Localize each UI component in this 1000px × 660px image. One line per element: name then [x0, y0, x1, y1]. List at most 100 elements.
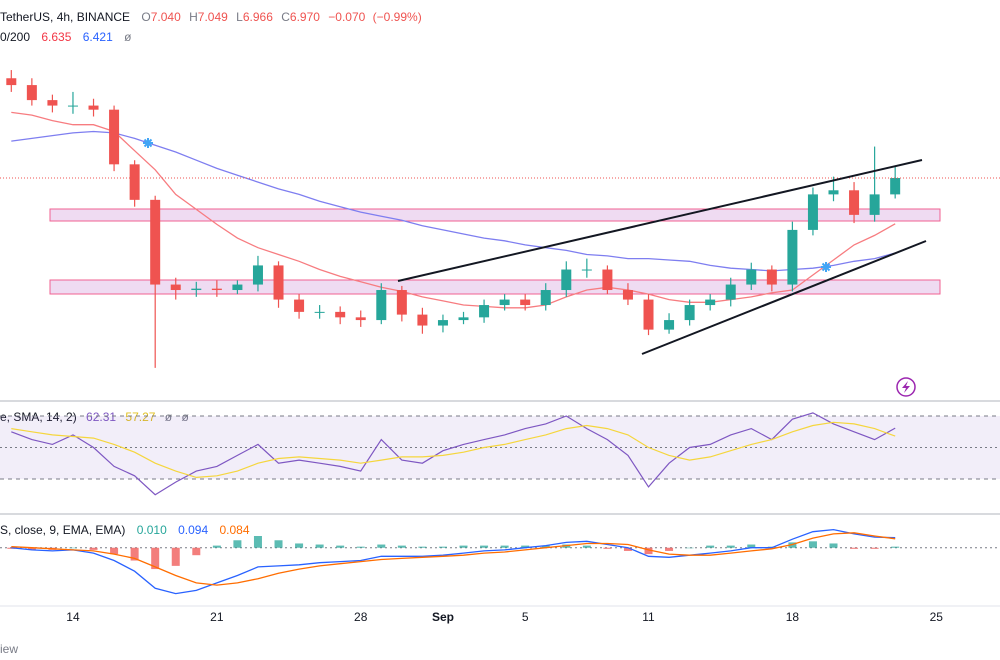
x-tick-label: 14: [66, 610, 80, 624]
histogram-bar: [480, 545, 489, 548]
candle-body: [129, 164, 140, 200]
candle-body: [828, 190, 839, 195]
candle-body: [437, 320, 448, 326]
candle-body: [396, 290, 407, 315]
candle-body: [376, 290, 387, 321]
candle-body: [602, 269, 613, 291]
candle-body: [458, 317, 469, 321]
histogram-bar: [438, 546, 447, 548]
ma-header: 0/200 6.635 6.421 ø: [0, 30, 132, 44]
candle-body: [6, 78, 17, 86]
histogram-bar: [685, 547, 694, 549]
indicator-line: [11, 532, 896, 586]
histogram-bar: [870, 547, 879, 549]
candle-body: [335, 311, 346, 318]
ohlc-key: H: [189, 10, 198, 24]
histogram-bar: [130, 547, 139, 561]
candle-body: [67, 105, 78, 107]
trendline: [397, 159, 923, 282]
candle-body: [355, 317, 366, 321]
na-symbol: ø: [124, 30, 132, 44]
indicator-line: [11, 421, 896, 479]
hist-value: 0.010: [137, 523, 167, 537]
candle-body: [88, 105, 99, 110]
candle-body: [787, 229, 798, 285]
na-symbol: ø: [165, 410, 173, 424]
rsi-header: e, SMA, 14, 2) 62.31 57.27 ø ø: [0, 410, 189, 424]
histogram-bar: [274, 540, 283, 548]
histogram-bar: [726, 545, 735, 548]
ma-value: 6.421: [83, 30, 113, 44]
ohlc-key: O: [141, 10, 150, 24]
rsi-value: 62.31: [86, 410, 116, 424]
ohlc-key: C: [281, 10, 290, 24]
histogram-bar: [171, 547, 180, 566]
rsi-ma-value: 57.27: [125, 410, 155, 424]
histogram-bar: [747, 544, 756, 548]
candle-body: [211, 288, 222, 291]
drawings: [143, 138, 927, 397]
histogram-bar: [891, 546, 900, 548]
histogram-bar: [808, 541, 817, 548]
symbol-header: TetherUS, 4h, BINANCE O7.040 H7.049 L6.9…: [0, 10, 422, 24]
ohlc-value: 6.970: [290, 10, 320, 24]
histogram-bar: [315, 544, 324, 548]
plot-area: 14 21 28 Sep 5 11 18 25: [0, 70, 1000, 624]
candle-body: [540, 290, 551, 306]
macd-value: 0.094: [178, 523, 208, 537]
symbol-title: TetherUS, 4h, BINANCE: [0, 10, 130, 24]
histogram-bar: [68, 547, 77, 549]
change-pct: (−0.99%): [373, 10, 422, 24]
candle-body: [807, 194, 818, 230]
ohlc-value: 7.049: [198, 10, 228, 24]
histogram-bar: [377, 544, 386, 548]
histogram-bar: [397, 545, 406, 548]
histogram-bar: [623, 547, 632, 551]
histogram-bar: [665, 547, 674, 551]
histogram-bar: [336, 545, 345, 548]
footer[interactable]: iew: [0, 642, 18, 656]
histogram-bar: [459, 545, 468, 548]
candle-body: [890, 177, 901, 195]
candle-body: [499, 299, 510, 306]
candle-body: [684, 305, 695, 321]
candle-body: [725, 284, 736, 300]
trendline: [641, 240, 927, 355]
candle-body: [561, 269, 572, 291]
histogram-bar: [253, 536, 262, 548]
ohlc-value: 6.966: [243, 10, 273, 24]
histogram-bar: [212, 545, 221, 548]
candle-body: [109, 109, 120, 165]
moving-average: [11, 130, 896, 272]
histogram-bar: [603, 547, 612, 549]
alert-icon[interactable]: [896, 377, 916, 397]
histogram-bar: [89, 547, 98, 550]
histogram-bar: [356, 546, 365, 548]
candle-body: [191, 288, 202, 291]
cross-marker: [143, 138, 153, 148]
change: −0.070: [328, 10, 365, 24]
histogram-bar: [582, 545, 591, 548]
rsi-title: e, SMA, 14, 2): [0, 410, 77, 424]
candle-body: [294, 299, 305, 312]
histogram-bar: [295, 543, 304, 548]
candle-body: [869, 194, 880, 215]
histogram-bar: [151, 547, 160, 570]
candle-body: [170, 284, 181, 291]
macd-header: S, close, 9, EMA, EMA) 0.010 0.094 0.084: [0, 523, 250, 537]
indicator-line: [11, 412, 896, 496]
candle-body: [664, 320, 675, 330]
x-tick-label: 5: [522, 610, 529, 624]
candle-body: [47, 100, 58, 106]
indicator-line: [11, 528, 896, 595]
histogram-bar: [829, 543, 838, 548]
candle-body: [849, 190, 860, 215]
x-tick-label: 21: [210, 610, 224, 624]
candle-body: [622, 290, 633, 300]
histogram-bar: [521, 545, 530, 548]
x-tick-label: 28: [354, 610, 368, 624]
candle-body: [643, 299, 654, 330]
candle-body: [705, 299, 716, 306]
macd-title: S, close, 9, EMA, EMA): [0, 523, 125, 537]
